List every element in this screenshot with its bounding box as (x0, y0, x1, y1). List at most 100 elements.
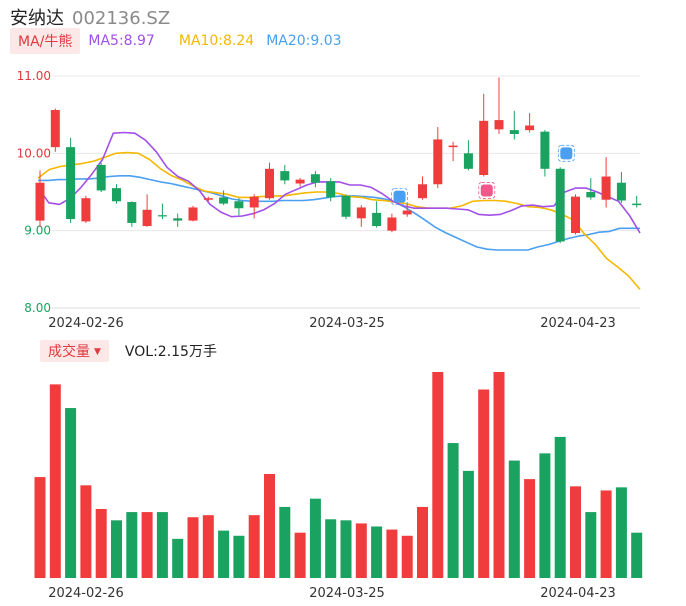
candle-body (219, 197, 229, 204)
x-tick-label: 2024-04-23 (540, 316, 616, 331)
candle-body (96, 164, 106, 191)
volume-bar (187, 517, 199, 578)
volume-bar (447, 443, 459, 578)
candle (387, 213, 397, 233)
candle (127, 201, 137, 227)
volume-bar (554, 436, 566, 578)
candle (234, 198, 244, 216)
ma-legend: MA/牛熊 MA5:8.97 MA10:8.24 MA20:9.03 (10, 28, 342, 54)
candle-body (280, 171, 290, 181)
candle (418, 176, 427, 200)
blue-signal-icon (391, 188, 408, 206)
volume-bar (539, 453, 551, 578)
volume-bar (600, 490, 612, 578)
ma10-line (37, 151, 641, 290)
volume-value: VOL:2.15万手 (124, 344, 217, 360)
blue-signal-icon-body (393, 190, 406, 203)
x-tick-label: 2024-02-26 (48, 586, 124, 601)
volume-bar (65, 408, 77, 578)
candle-body (173, 218, 183, 221)
candle-body (632, 203, 642, 206)
volume-bar (417, 506, 428, 578)
candle-body (586, 192, 596, 198)
price-gridlines (52, 75, 640, 309)
candle-body (326, 181, 336, 198)
x-tick-label: 2024-02-26 (48, 316, 124, 331)
volume-bar (111, 520, 122, 578)
candle (356, 205, 366, 227)
candle-body (433, 139, 443, 185)
volume-bar (294, 532, 306, 578)
candle (540, 130, 550, 177)
ma-indicator-button[interactable]: MA/牛熊 (10, 28, 81, 54)
volume-bar (570, 486, 581, 578)
candle (326, 178, 336, 202)
volume-bar (80, 485, 92, 578)
candle-body (50, 110, 60, 148)
candle-body (188, 207, 198, 221)
volume-bar (309, 498, 321, 578)
candle (509, 110, 519, 140)
candles (35, 77, 642, 244)
candle (616, 171, 626, 203)
candle (632, 195, 642, 208)
y-tick-label: 11.00 (17, 69, 51, 83)
candle (586, 178, 596, 200)
candle-body (341, 195, 351, 217)
volume-bar (218, 530, 230, 578)
volume-bar (325, 519, 337, 578)
candle (571, 194, 580, 235)
candle-body (310, 174, 320, 183)
volume-bar (34, 477, 46, 578)
bull-signal-icon (478, 182, 496, 199)
y-tick-label: 8.00 (24, 301, 51, 315)
candle-body (418, 184, 427, 199)
volume-bar (386, 529, 398, 578)
candle-body (616, 182, 626, 201)
candle-body (463, 153, 473, 169)
candle (173, 213, 183, 227)
candle (372, 201, 382, 228)
candle-body (127, 202, 137, 223)
candle-body (142, 209, 152, 227)
ma20-legend: MA20:9.03 (266, 33, 342, 49)
volume-indicator-button[interactable]: 成交量 ▼ (40, 340, 109, 362)
volume-date-axis: 2024-02-26 2024-03-25 2024-04-23 (48, 586, 616, 601)
ma-lines (37, 131, 641, 290)
candle-body (112, 188, 121, 202)
candle (81, 195, 91, 223)
volume-tag-label: 成交量 (48, 344, 90, 360)
volume-bar (49, 384, 61, 578)
candle (494, 77, 504, 134)
volume-bar (126, 512, 138, 578)
candle-body (372, 212, 382, 227)
markers (391, 144, 575, 206)
y-tick-label: 10.00 (17, 146, 51, 160)
volume-bar (264, 473, 275, 578)
candle (96, 162, 106, 192)
candle (402, 203, 412, 217)
chevron-down-icon: ▼ (94, 347, 101, 357)
stock-code: 002136.SZ (72, 8, 171, 29)
volume-bar (340, 520, 352, 578)
volume-bar (279, 506, 291, 578)
volume-bar (355, 523, 367, 578)
candle (341, 194, 351, 220)
candle (555, 167, 565, 244)
candle-body (35, 182, 45, 221)
candle (479, 93, 489, 177)
candle (280, 164, 290, 185)
candle-body (494, 120, 504, 130)
candle-body (509, 130, 519, 134)
candle-body (265, 168, 274, 199)
volume-bar (141, 512, 153, 578)
candle (249, 194, 259, 219)
candle (188, 205, 198, 222)
volume-bar (233, 535, 245, 578)
price-axis-labels: 11.00 10.00 9.00 8.00 (17, 69, 51, 315)
candle-body (571, 196, 580, 233)
x-tick-label: 2024-03-25 (309, 586, 385, 601)
candle (463, 140, 473, 171)
candle (295, 178, 305, 187)
